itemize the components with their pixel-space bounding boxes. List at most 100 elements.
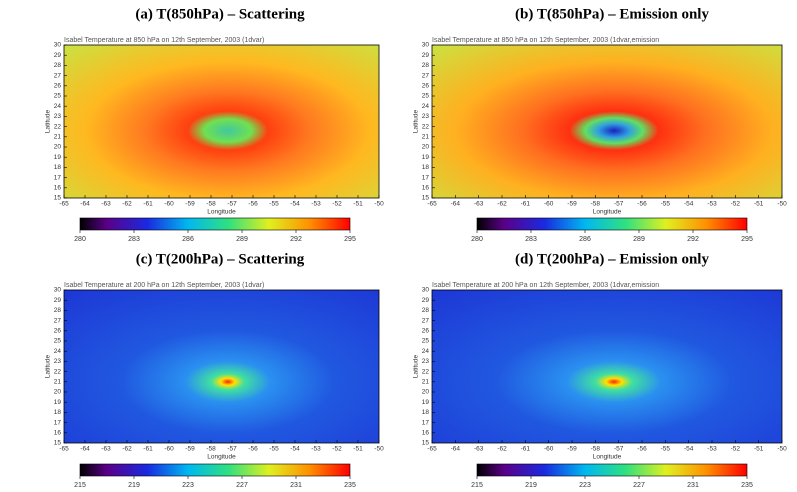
x-tick-label: -51 <box>353 201 363 208</box>
colorbar-tick-label: 235 <box>344 482 356 489</box>
y-tick-label: 18 <box>54 164 62 171</box>
x-tick-label: -58 <box>591 446 601 453</box>
x-tick-label: -51 <box>353 446 363 453</box>
y-tick-label: 30 <box>422 42 430 49</box>
y-tick-label: 22 <box>54 368 62 375</box>
colorbar-tick-label: 292 <box>290 236 302 243</box>
x-tick-label: -58 <box>206 201 216 208</box>
x-tick-label: -57 <box>614 446 624 453</box>
y-tick-label: 19 <box>54 154 62 161</box>
x-tick-label: -51 <box>754 446 764 453</box>
x-tick-label: -55 <box>269 201 279 208</box>
colorbar-tick-label: 215 <box>471 482 483 489</box>
colorbar-tick-label: 283 <box>525 236 537 243</box>
y-tick-label: 16 <box>422 185 430 192</box>
x-tick-label: -65 <box>59 446 69 453</box>
y-tick-label: 27 <box>422 317 430 324</box>
x-tick-label: -52 <box>731 446 741 453</box>
x-tick-label: -55 <box>269 446 279 453</box>
x-tick-label: -65 <box>427 446 437 453</box>
x-tick-label: -61 <box>521 446 531 453</box>
x-tick-label: -62 <box>497 201 507 208</box>
y-tick-label: 15 <box>422 195 430 202</box>
x-tick-label: -63 <box>101 201 111 208</box>
x-tick-label: -64 <box>80 201 90 208</box>
y-tick-label: 29 <box>422 52 430 59</box>
y-tick-label: 20 <box>422 389 430 396</box>
x-tick-label: -64 <box>80 446 90 453</box>
y-tick-label: 28 <box>422 62 430 69</box>
y-tick-label: 15 <box>54 440 62 447</box>
y-tick-label: 18 <box>422 409 430 416</box>
y-tick-label: 28 <box>54 62 62 69</box>
x-tick-label: -53 <box>707 201 717 208</box>
x-tick-label: -54 <box>290 446 300 453</box>
x-tick-label: -56 <box>248 446 258 453</box>
y-tick-label: 19 <box>54 399 62 406</box>
y-tick-label: 23 <box>422 113 430 120</box>
y-axis-label: Latitude <box>413 355 420 379</box>
x-tick-label: -50 <box>374 201 384 208</box>
y-tick-label: 24 <box>54 348 62 355</box>
y-tick-label: 24 <box>54 103 62 110</box>
colorbar-tick-label: 219 <box>128 482 140 489</box>
y-tick-label: 25 <box>422 93 430 100</box>
x-axis-label: Longitude <box>593 209 622 216</box>
colorbar-tick-label: 231 <box>290 482 302 489</box>
y-tick-label: 30 <box>54 287 62 294</box>
x-tick-label: -63 <box>474 201 484 208</box>
x-tick-label: -60 <box>544 446 554 453</box>
y-axis-label: Latitude <box>45 355 52 379</box>
x-tick-label: -50 <box>374 446 384 453</box>
colorbar-tick-label: 289 <box>633 236 645 243</box>
x-tick-label: -59 <box>567 446 577 453</box>
x-tick-label: -55 <box>661 446 671 453</box>
y-tick-label: 28 <box>54 307 62 314</box>
y-tick-label: 22 <box>422 123 430 130</box>
y-tick-label: 26 <box>54 83 62 90</box>
x-tick-label: -63 <box>101 446 111 453</box>
y-tick-label: 29 <box>54 297 62 304</box>
x-tick-label: -60 <box>164 201 174 208</box>
x-tick-label: -65 <box>427 201 437 208</box>
colorbar-tick-label: 289 <box>236 236 248 243</box>
colorbar <box>79 463 351 477</box>
y-tick-label: 20 <box>54 389 62 396</box>
colorbar-tick-label: 227 <box>236 482 248 489</box>
plot-title: Isabel Temperature at 850 hPa on 12th Se… <box>432 37 659 44</box>
y-tick-label: 25 <box>54 338 62 345</box>
x-axis-label: Longitude <box>207 454 236 461</box>
x-tick-label: -55 <box>661 201 671 208</box>
y-tick-label: 17 <box>422 174 430 181</box>
y-tick-label: 29 <box>54 52 62 59</box>
y-tick-label: 22 <box>54 123 62 130</box>
panel-title: (a) T(850hPa) – Scattering <box>135 6 305 22</box>
x-tick-label: -58 <box>591 201 601 208</box>
y-tick-label: 17 <box>54 174 62 181</box>
x-tick-label: -53 <box>311 446 321 453</box>
heatmap-field <box>431 289 783 444</box>
y-axis-label: Latitude <box>413 110 420 134</box>
x-tick-label: -60 <box>544 201 554 208</box>
x-tick-label: -62 <box>122 201 132 208</box>
y-tick-label: 23 <box>422 358 430 365</box>
colorbar <box>476 463 748 477</box>
colorbar-tick-label: 219 <box>525 482 537 489</box>
heatmap-field <box>63 44 380 199</box>
x-tick-label: -58 <box>206 446 216 453</box>
y-tick-label: 19 <box>422 399 430 406</box>
y-tick-label: 21 <box>54 134 62 141</box>
colorbar-tick-label: 295 <box>741 236 753 243</box>
x-tick-label: -65 <box>59 201 69 208</box>
colorbar-tick-label: 286 <box>182 236 194 243</box>
x-tick-label: -62 <box>122 446 132 453</box>
y-tick-label: 29 <box>422 297 430 304</box>
x-axis-label: Longitude <box>593 454 622 461</box>
y-tick-label: 26 <box>422 83 430 90</box>
colorbar-tick-label: 235 <box>741 482 753 489</box>
y-tick-label: 20 <box>422 144 430 151</box>
x-tick-label: -57 <box>227 446 237 453</box>
x-tick-label: -62 <box>497 446 507 453</box>
plot-title: Isabel Temperature at 200 hPa on 12th Se… <box>64 282 264 289</box>
x-tick-label: -59 <box>567 201 577 208</box>
